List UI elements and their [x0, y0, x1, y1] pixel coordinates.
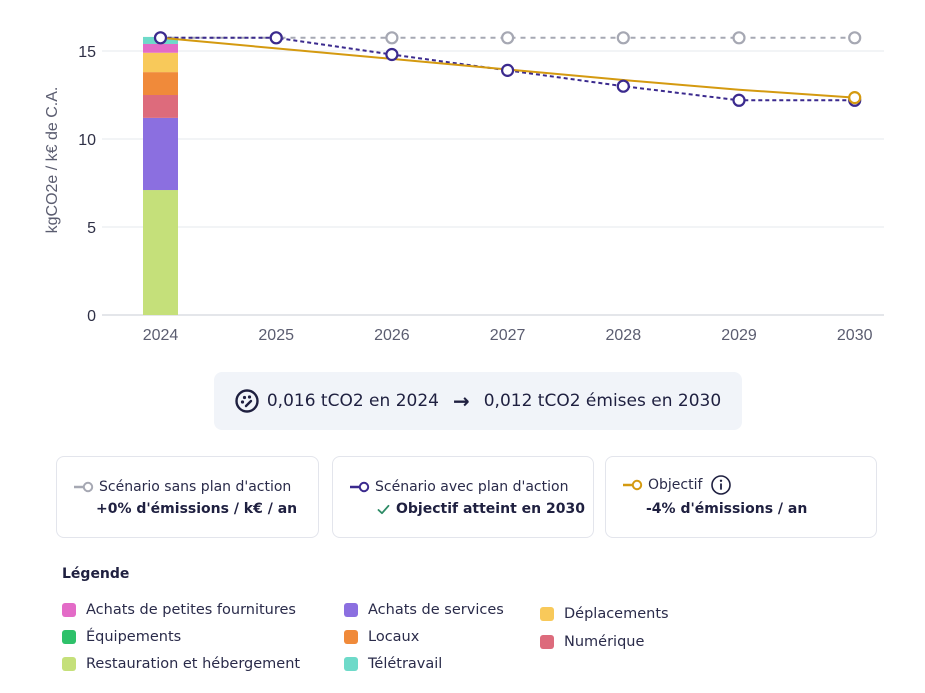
- x-tick-label: 2025: [258, 327, 294, 344]
- legend-label: Déplacements: [564, 606, 669, 622]
- scenario-lines: [153, 31, 862, 107]
- x-tick-label: 2026: [374, 327, 410, 344]
- legend-item: Déplacements: [540, 606, 669, 622]
- legend-swatch: [540, 635, 554, 649]
- legend-label: Équipements: [86, 629, 182, 645]
- bar-segment: [143, 190, 178, 315]
- series-point: [269, 31, 283, 45]
- series-point: [501, 31, 515, 45]
- legend-item: Achats de services: [344, 602, 504, 618]
- legend-label: Restauration et hébergement: [86, 656, 301, 672]
- legend-item: Restauration et hébergement: [62, 656, 300, 672]
- bar-segment: [143, 117, 178, 191]
- checkmark-icon: [377, 504, 390, 514]
- y-tick-label: 5: [87, 220, 96, 237]
- series-point: [385, 31, 399, 45]
- bar-segment: [143, 43, 178, 53]
- legend-label: Numérique: [564, 634, 645, 650]
- arrow-right-icon: →: [452, 389, 470, 413]
- card-scenario-avec[interactable]: Scénario avec plan d'action Objectif att…: [332, 456, 594, 538]
- grey-line-marker-icon: [74, 481, 94, 493]
- legend-item: Locaux: [344, 629, 419, 645]
- gold-line-marker-icon: [623, 479, 643, 491]
- y-axis-label: kgCO2e / k€ de C.A.: [44, 87, 61, 234]
- series-point: [848, 31, 862, 45]
- card-scenario-sans[interactable]: Scénario sans plan d'action +0% d'émissi…: [56, 456, 319, 538]
- series-point: [501, 63, 515, 77]
- y-tick-label: 10: [78, 132, 96, 149]
- info-icon[interactable]: [710, 474, 732, 496]
- x-tick-label: 2029: [721, 327, 757, 344]
- summary-start: 0,016 tCO2 en 2024: [266, 391, 439, 411]
- series-point: [385, 47, 399, 62]
- legend-item: Équipements: [62, 629, 181, 645]
- emissions-summary: 0,016 tCO2 en 2024 → 0,012 tCO2 émises e…: [214, 372, 742, 430]
- legend-label: Achats de petites fournitures: [86, 602, 296, 618]
- stacked-bar-2024: [143, 36, 178, 315]
- card-objectif-value: -4% d'émissions / an: [646, 501, 808, 517]
- legend-swatch: [344, 603, 358, 617]
- x-axis-ticks: 2024 2025 2026 2027 2028 2029 2030: [143, 327, 873, 344]
- legend-swatch: [62, 657, 76, 671]
- legend-swatch: [344, 657, 358, 671]
- legend-item: Numérique: [540, 634, 644, 650]
- legend-title: Légende: [62, 566, 130, 582]
- legend-item: Télétravail: [344, 656, 442, 672]
- legend-item: Achats de petites fournitures: [62, 602, 296, 618]
- series-point: [848, 91, 862, 105]
- card-avec-value: Objectif atteint en 2030: [396, 501, 585, 517]
- card-objectif-title: Objectif: [648, 477, 703, 493]
- bar-segment: [143, 72, 178, 95]
- y-tick-label: 15: [78, 44, 96, 61]
- x-tick-label: 2030: [837, 327, 873, 344]
- purple-line-marker-icon: [350, 481, 370, 493]
- card-objectif[interactable]: Objectif -4% d'émissions / an: [605, 456, 877, 538]
- summary-end: 0,012 tCO2 émises en 2030: [483, 391, 722, 411]
- series-point: [732, 31, 746, 45]
- y-tick-label: 0: [87, 308, 96, 325]
- bar-segment: [143, 52, 178, 73]
- series-point: [153, 31, 168, 45]
- card-sans-value: +0% d'émissions / k€ / an: [96, 501, 298, 517]
- series-point: [616, 79, 630, 93]
- y-axis-ticks: 0 5 10 15: [78, 44, 96, 325]
- x-tick-label: 2028: [606, 327, 642, 344]
- legend-label: Locaux: [368, 629, 420, 645]
- legend-swatch: [540, 607, 554, 621]
- legend-swatch: [62, 630, 76, 644]
- x-tick-label: 2024: [143, 327, 179, 344]
- speedometer-icon: [235, 389, 259, 413]
- gridlines: [102, 50, 884, 316]
- legend-label: Achats de services: [368, 602, 504, 618]
- x-tick-label: 2027: [490, 327, 526, 344]
- legend-swatch: [344, 630, 358, 644]
- card-sans-title: Scénario sans plan d'action: [99, 479, 292, 495]
- legend-label: Télétravail: [368, 656, 443, 672]
- series-point: [616, 31, 630, 45]
- card-avec-title: Scénario avec plan d'action: [375, 479, 569, 495]
- series-point: [732, 93, 746, 107]
- legend-swatch: [62, 603, 76, 617]
- bar-segment: [143, 95, 178, 118]
